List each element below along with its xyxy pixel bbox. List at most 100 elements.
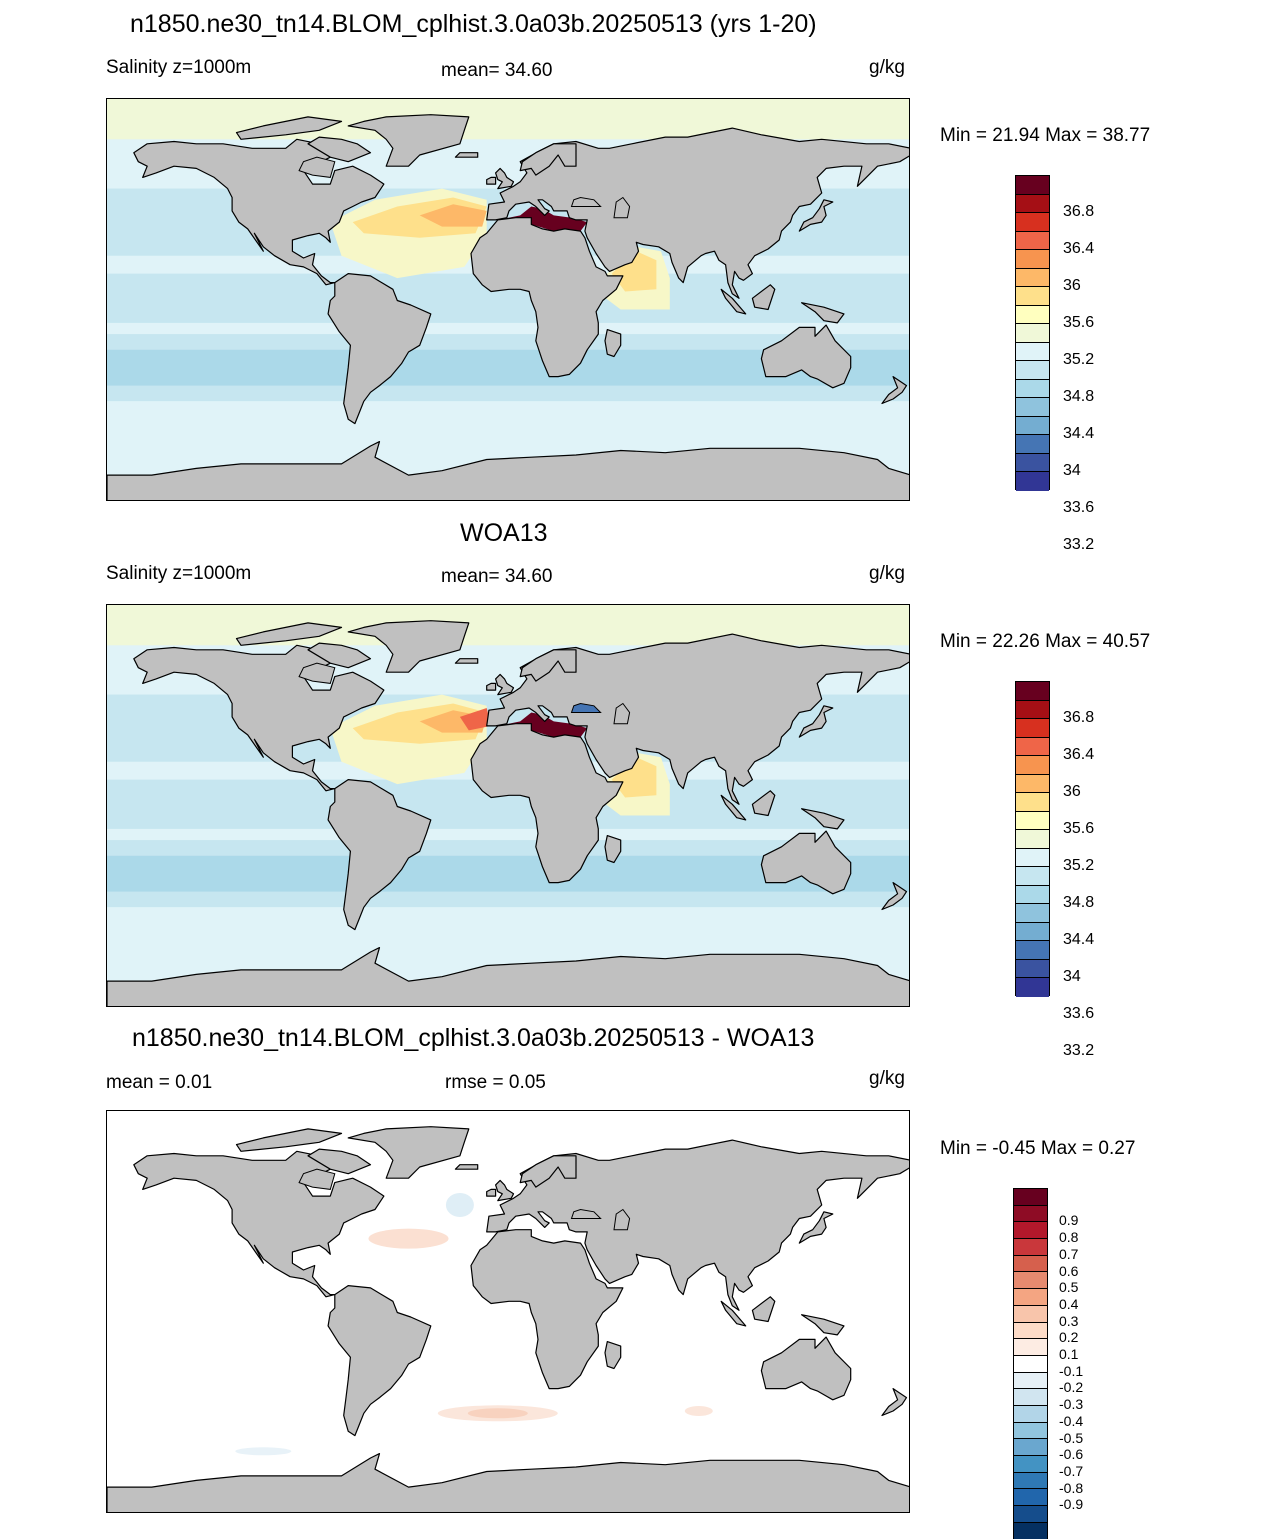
- land-japan: [798, 705, 834, 738]
- land-newguinea: [801, 808, 845, 830]
- colorbar-swatch: [1016, 793, 1049, 812]
- colorbar-tick-label: 0.5: [1059, 1279, 1079, 1296]
- colorbar-tick-label: 34.8: [1063, 388, 1095, 405]
- colorbar-tick-label: 34.4: [1063, 425, 1095, 442]
- colorbar-tick-label: 34: [1063, 462, 1081, 479]
- panel1-minmax: Min = 21.94 Max = 38.77: [940, 125, 1151, 146]
- arctic-band: [107, 99, 909, 140]
- colorbar-tick-label: 35.6: [1063, 820, 1095, 837]
- panel1-variable-label: Salinity z=1000m: [106, 57, 252, 78]
- land-sumatra: [720, 1300, 747, 1327]
- colorbar-tick-label: -0.6: [1059, 1446, 1084, 1463]
- colorbar-swatch: [1014, 1339, 1047, 1356]
- colorbar-swatch: [1016, 194, 1049, 213]
- land-australia: [760, 1336, 852, 1401]
- colorbar-swatch: [1014, 1289, 1047, 1306]
- colorbar-swatch: [1014, 1472, 1047, 1490]
- colorbar-swatch: [1016, 361, 1049, 380]
- colorbar-tick-label: 0.3: [1059, 1312, 1079, 1329]
- land-greenland: [347, 620, 470, 673]
- colorbar-tick-label: 36: [1063, 277, 1081, 294]
- anomaly-patch: [684, 1406, 713, 1416]
- black-sea: [570, 702, 602, 713]
- colorbar-swatch: [1016, 453, 1049, 472]
- colorbar-tick-label: 0.2: [1059, 1329, 1079, 1346]
- colorbar-tick-label: 36.4: [1063, 746, 1095, 763]
- colorbar-swatch: [1016, 213, 1049, 232]
- colorbar-swatch: [1016, 737, 1049, 756]
- land-newguinea: [801, 1314, 845, 1336]
- land-madagascar: [604, 1341, 622, 1370]
- colorbar-swatch: [1016, 719, 1049, 738]
- land-africa: [470, 1229, 624, 1390]
- colorbar-tick-label: 0.7: [1059, 1245, 1079, 1262]
- mediterranean: [497, 206, 588, 232]
- panel3-title: n1850.ne30_tn14.BLOM_cplhist.3.0a03b.202…: [132, 1024, 815, 1052]
- mediterranean: [497, 712, 588, 738]
- colorbar-swatch: [1016, 472, 1049, 491]
- land-newguinea: [801, 302, 845, 324]
- colorbar-swatch: [1016, 435, 1049, 454]
- land-greenland: [347, 114, 470, 167]
- colorbar-swatch: [1016, 922, 1049, 941]
- land-ireland: [486, 176, 497, 185]
- land-ireland: [486, 1188, 497, 1197]
- anomaly-patch: [235, 1447, 292, 1456]
- colorbar-swatch: [1016, 848, 1049, 867]
- land-gb: [495, 167, 515, 190]
- panel3-mean-label: mean = 0.01: [106, 1072, 213, 1093]
- land-greenland: [347, 1126, 470, 1179]
- anomaly-patch: [368, 1228, 449, 1249]
- colorbar-tick-label: 33.6: [1063, 1005, 1095, 1022]
- colorbar-tick-label: -0.9: [1059, 1496, 1084, 1513]
- colorbar-swatch: [1016, 756, 1049, 775]
- land-australia: [760, 830, 852, 895]
- colorbar-swatch: [1016, 774, 1049, 793]
- colorbar-swatch: [1016, 904, 1049, 923]
- panel2-minmax: Min = 22.26 Max = 40.57: [940, 631, 1151, 652]
- land-iceland: [454, 658, 479, 664]
- colorbar-tick-label: 0.1: [1059, 1346, 1079, 1362]
- land-newzealand: [881, 882, 908, 911]
- black-sea: [570, 1208, 602, 1219]
- colorbar-swatch: [1016, 682, 1049, 701]
- colorbar-swatch: [1016, 231, 1049, 250]
- land-arcticIsl: [235, 1128, 343, 1152]
- colorbar-swatch: [1016, 398, 1049, 417]
- colorbar-swatch: [1016, 978, 1049, 997]
- hudson-bay: [298, 156, 336, 178]
- land-scandinavia: [519, 1155, 577, 1188]
- colorbar-tick-label: 35.6: [1063, 314, 1095, 331]
- land-sumatra: [720, 794, 747, 821]
- panel3-units-label: g/kg: [869, 1068, 905, 1089]
- colorbar-tick-label: 0.6: [1059, 1262, 1079, 1279]
- land-scandinavia: [519, 143, 577, 176]
- colorbar-swatch: [1014, 1272, 1047, 1290]
- colorbar-swatch: [1016, 811, 1049, 830]
- panel1-units-label: g/kg: [869, 57, 905, 78]
- colorbar-swatch: [1016, 176, 1049, 195]
- land-eurasia: [486, 633, 909, 805]
- colorbar-swatch: [1016, 941, 1049, 960]
- colorbar-swatch: [1016, 885, 1049, 904]
- colorbar-tick-label: 34.4: [1063, 931, 1095, 948]
- panel2-variable-label: Salinity z=1000m: [106, 563, 252, 584]
- land-gb: [495, 673, 515, 696]
- land-eurasia: [486, 1139, 909, 1311]
- land-borneo: [751, 284, 776, 311]
- land-newzealand: [881, 376, 908, 405]
- colorbar-swatch: [1016, 305, 1049, 324]
- land-japan: [798, 199, 834, 232]
- land-madagascar: [604, 329, 622, 358]
- colorbar-swatch: [1016, 324, 1049, 343]
- colorbar-swatch: [1016, 959, 1049, 978]
- colorbar-tick-label: -0.8: [1059, 1479, 1084, 1496]
- land-baffin: [307, 1148, 372, 1175]
- colorbar-tick-label: -0.3: [1059, 1396, 1084, 1413]
- panel2-units-label: g/kg: [869, 563, 905, 584]
- colorbar-tick-label: -0.4: [1059, 1412, 1084, 1429]
- panel3-minmax: Min = -0.45 Max = 0.27: [940, 1138, 1136, 1159]
- colorbar-tick-label: 34: [1063, 968, 1081, 985]
- panel1-mean-label: mean= 34.60: [441, 60, 553, 81]
- colorbar-swatch: [1016, 830, 1049, 849]
